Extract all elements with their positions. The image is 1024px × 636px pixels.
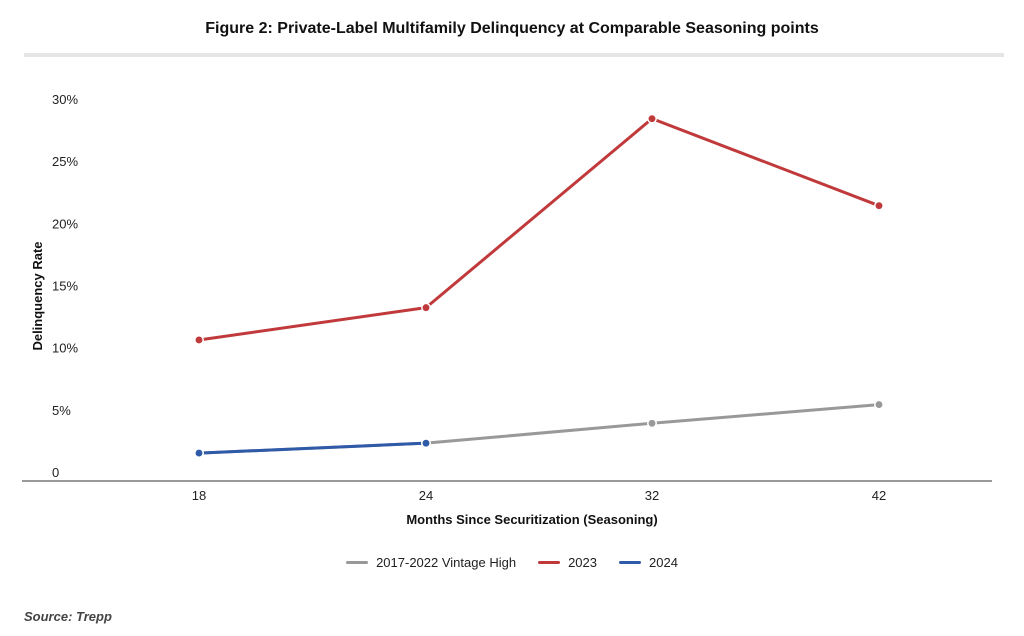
y-tick-label: 20% [52, 216, 78, 231]
legend-swatch [538, 561, 561, 564]
legend-item-vintage-high[interactable]: 2017-2022 Vintage High [346, 555, 516, 570]
y-axis-ticks: 0 5% 10% 15% 20% 25% 30% [52, 92, 78, 480]
title-divider [24, 53, 1004, 57]
data-point[interactable] [647, 113, 657, 124]
data-point[interactable] [647, 418, 657, 429]
x-tick-label: 32 [645, 488, 659, 503]
legend-item-2024[interactable]: 2024 [619, 555, 678, 570]
x-axis-ticks: 18 24 32 42 [192, 488, 886, 503]
legend-swatch [346, 561, 369, 564]
data-point[interactable] [194, 448, 204, 459]
y-tick-label: 30% [52, 92, 78, 107]
data-point[interactable] [194, 335, 204, 345]
series-line [198, 403, 880, 455]
y-tick-label: 5% [52, 403, 71, 418]
x-tick-label: 42 [872, 488, 886, 503]
series-points [194, 113, 884, 459]
series-line [198, 117, 880, 342]
legend-label: 2023 [568, 555, 597, 570]
source-note: Source: Trepp [24, 609, 112, 624]
data-point[interactable] [421, 302, 431, 313]
x-axis-title: Months Since Securitization (Seasoning) [406, 512, 657, 527]
legend: 2017-2022 Vintage High 2023 2024 [0, 555, 1024, 570]
y-axis-title: Delinquency Rate [30, 241, 45, 350]
x-tick-label: 18 [192, 488, 206, 503]
legend-label: 2017-2022 Vintage High [376, 555, 517, 570]
legend-item-2023[interactable]: 2023 [538, 555, 597, 570]
chart-title: Figure 2: Private-Label Multifamily Deli… [205, 20, 819, 37]
y-tick-label: 10% [52, 341, 78, 356]
y-tick-label: 15% [52, 279, 78, 294]
data-point[interactable] [874, 200, 884, 211]
series-line [198, 441, 427, 455]
legend-swatch [619, 561, 641, 564]
x-tick-label: 24 [419, 488, 433, 503]
data-point[interactable] [874, 399, 884, 410]
series-lines [198, 117, 880, 455]
data-point[interactable] [421, 438, 431, 449]
y-tick-label: 25% [52, 154, 78, 169]
legend-label: 2024 [649, 555, 678, 570]
y-tick-label: 0 [52, 465, 59, 480]
